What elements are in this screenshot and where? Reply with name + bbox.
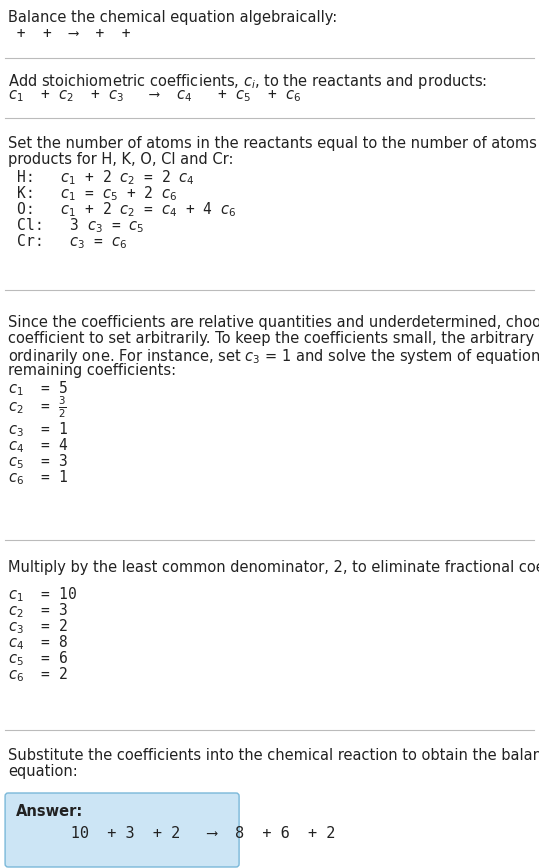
Text: $c_1$  = 5: $c_1$ = 5 [8, 379, 68, 398]
Text: $c_3$  = 1: $c_3$ = 1 [8, 421, 68, 439]
FancyBboxPatch shape [5, 793, 239, 867]
Text: equation:: equation: [8, 764, 78, 779]
Text: $c_3$  = 2: $c_3$ = 2 [8, 618, 68, 636]
Text: $c_4$  = 4: $c_4$ = 4 [8, 437, 68, 456]
Text: Multiply by the least common denominator, 2, to eliminate fractional coefficient: Multiply by the least common denominator… [8, 560, 539, 575]
Text: remaining coefficients:: remaining coefficients: [8, 363, 176, 378]
Text: Since the coefficients are relative quantities and underdetermined, choose a: Since the coefficients are relative quan… [8, 315, 539, 330]
Text: $c_1$  + $c_2$  + $c_3$   ⟶  $c_4$   + $c_5$  + $c_6$: $c_1$ + $c_2$ + $c_3$ ⟶ $c_4$ + $c_5$ + … [8, 88, 301, 103]
Text: ordinarily one. For instance, set $c_3$ = 1 and solve the system of equations fo: ordinarily one. For instance, set $c_3$ … [8, 347, 539, 366]
Text: K:   $c_1$ = $c_5$ + 2 $c_6$: K: $c_1$ = $c_5$ + 2 $c_6$ [8, 184, 177, 203]
Text: $c_6$  = 2: $c_6$ = 2 [8, 666, 68, 684]
Text: Add stoichiometric coefficients, $c_i$, to the reactants and products:: Add stoichiometric coefficients, $c_i$, … [8, 72, 487, 91]
Text: +  +  ⟶  +  +: + + ⟶ + + [8, 26, 140, 41]
Text: $c_5$  = 3: $c_5$ = 3 [8, 452, 68, 471]
Text: $c_5$  = 6: $c_5$ = 6 [8, 649, 68, 668]
Text: 10  + 3  + 2   ⟶  8  + 6  + 2: 10 + 3 + 2 ⟶ 8 + 6 + 2 [16, 826, 335, 841]
Text: Balance the chemical equation algebraically:: Balance the chemical equation algebraica… [8, 10, 337, 25]
Text: Cl:   3 $c_3$ = $c_5$: Cl: 3 $c_3$ = $c_5$ [8, 216, 144, 234]
Text: $c_2$  = $\frac{3}{2}$: $c_2$ = $\frac{3}{2}$ [8, 395, 67, 420]
Text: $c_1$  = 10: $c_1$ = 10 [8, 586, 77, 604]
Text: $c_2$  = 3: $c_2$ = 3 [8, 602, 68, 621]
Text: Cr:   $c_3$ = $c_6$: Cr: $c_3$ = $c_6$ [8, 232, 127, 251]
Text: Set the number of atoms in the reactants equal to the number of atoms in the: Set the number of atoms in the reactants… [8, 136, 539, 151]
Text: coefficient to set arbitrarily. To keep the coefficients small, the arbitrary va: coefficient to set arbitrarily. To keep … [8, 331, 539, 346]
Text: O:   $c_1$ + 2 $c_2$ = $c_4$ + 4 $c_6$: O: $c_1$ + 2 $c_2$ = $c_4$ + 4 $c_6$ [8, 200, 236, 219]
Text: Substitute the coefficients into the chemical reaction to obtain the balanced: Substitute the coefficients into the che… [8, 748, 539, 763]
Text: H:   $c_1$ + 2 $c_2$ = 2 $c_4$: H: $c_1$ + 2 $c_2$ = 2 $c_4$ [8, 168, 195, 187]
Text: products for H, K, O, Cl and Cr:: products for H, K, O, Cl and Cr: [8, 152, 233, 167]
Text: Answer:: Answer: [16, 804, 84, 819]
Text: $c_4$  = 8: $c_4$ = 8 [8, 634, 68, 652]
Text: $c_6$  = 1: $c_6$ = 1 [8, 469, 68, 487]
